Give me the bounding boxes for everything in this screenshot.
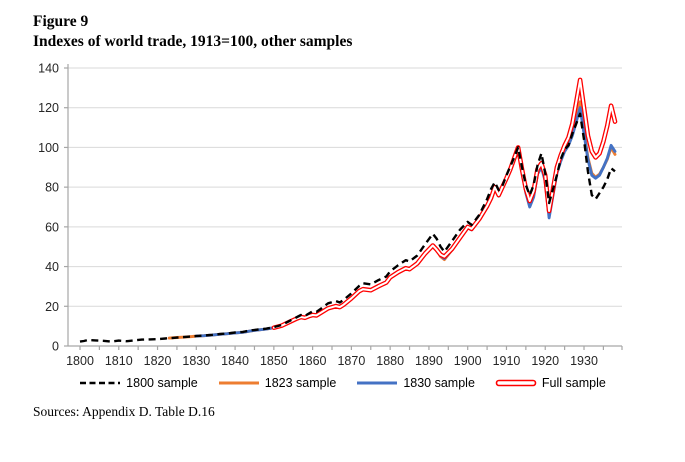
legend-marker-1823-sample-line (218, 381, 259, 385)
svg-text:1930: 1930 (570, 354, 598, 368)
legend-marker-1800-sample-dashed-line (80, 381, 121, 384)
svg-text:140: 140 (38, 61, 59, 75)
svg-text:120: 120 (38, 101, 59, 115)
legend-item-1823-sample: 1823 sample (218, 375, 337, 390)
svg-text:1910: 1910 (493, 354, 521, 368)
legend-item-full-sample: Full sample (495, 376, 606, 390)
svg-text:1890: 1890 (415, 354, 443, 368)
legend-label-1823-sample: 1823 sample (264, 375, 337, 390)
svg-text:1870: 1870 (337, 354, 365, 368)
svg-text:1840: 1840 (221, 354, 249, 368)
legend-label-1800-sample: 1800 sample (126, 375, 198, 390)
svg-text:1880: 1880 (376, 354, 404, 368)
svg-text:80: 80 (45, 180, 59, 194)
svg-text:100: 100 (38, 141, 59, 155)
svg-text:1810: 1810 (105, 354, 133, 368)
world-trade-index-chart: 0 20 40 60 80 100 120 140 1800 1810 1820 1830 1840 18… (38, 61, 623, 368)
svg-text:1800: 1800 (66, 354, 94, 368)
svg-text:1820: 1820 (144, 354, 172, 368)
svg-text:1900: 1900 (454, 354, 482, 368)
legend-label-1830-sample: 1830 sample (403, 375, 475, 390)
figure-label: Figure 9 (33, 13, 89, 30)
svg-text:60: 60 (45, 220, 59, 234)
svg-text:1920: 1920 (531, 354, 559, 368)
figure-title-block: Figure 9 Indexes of world trade, 1913=10… (0, 0, 685, 52)
legend-item-1830-sample: 1830 sample (356, 376, 475, 390)
svg-text:40: 40 (45, 260, 59, 274)
chart-legend: 1800 sample 1823 sample 1830 sample Full… (0, 376, 685, 390)
legend-item-1800-sample: 1800 sample (79, 376, 198, 390)
legend-label-full-sample: Full sample (541, 375, 606, 390)
figure-subtitle: Indexes of world trade, 1913=100, other … (33, 32, 353, 50)
legend-marker-full-sample-double-line (495, 379, 537, 386)
svg-text:0: 0 (52, 339, 59, 353)
source-note: Sources: Appendix D. Table D.16 (33, 403, 215, 419)
svg-text:1830: 1830 (182, 354, 210, 368)
legend-marker-1830-sample-line (357, 381, 398, 385)
svg-text:1860: 1860 (299, 354, 327, 368)
svg-text:20: 20 (45, 299, 59, 313)
svg-text:1850: 1850 (260, 354, 288, 368)
